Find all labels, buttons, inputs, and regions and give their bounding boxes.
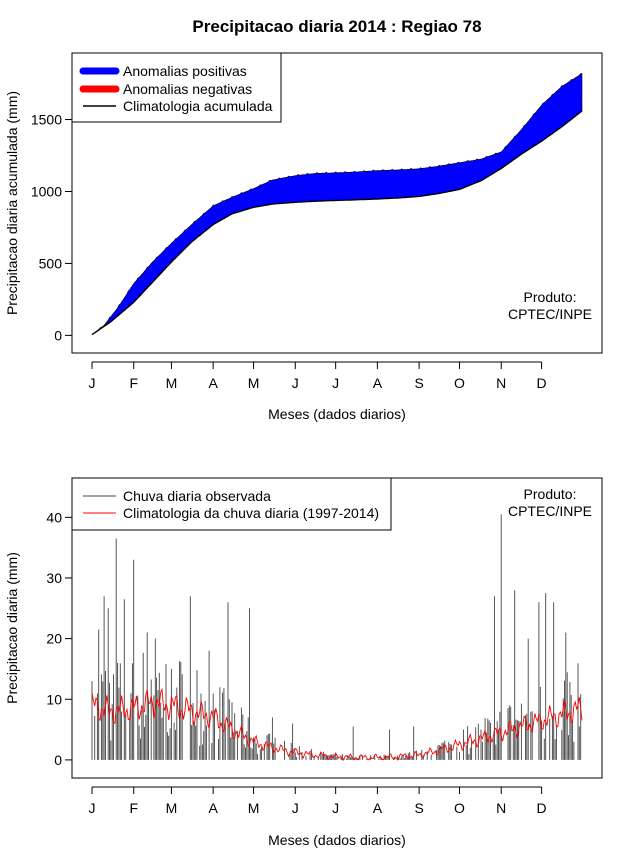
observed-rain-bars <box>91 514 582 760</box>
top-product-source: CPTEC/INPE <box>508 306 592 322</box>
top-plot-frame <box>71 52 603 354</box>
bot-y-tick-label: 30 <box>46 570 62 586</box>
bot-x-tick-label: N <box>496 800 506 816</box>
bot-x-tick-label: S <box>414 800 423 816</box>
bot-y-tick-label: 20 <box>46 631 62 647</box>
top-y-tick-label: 1000 <box>31 183 62 199</box>
top-y-axis: 0 500 1000 1500 <box>31 112 72 343</box>
bottom-product-source: CPTEC/INPE <box>508 503 592 519</box>
daily-chart: 0 10 20 30 40 J F M A M J J A S O N D Meses (dados diar… <box>4 477 603 848</box>
top-x-tick-label: S <box>414 375 423 391</box>
figure-title: Precipitacao diaria 2014 : Regiao 78 <box>192 17 481 36</box>
bot-y-tick-label: 40 <box>46 509 62 525</box>
top-x-tick-label: M <box>248 375 260 391</box>
top-x-tick-label: F <box>129 375 138 391</box>
legend-label-negative: Anomalias negativas <box>123 81 252 97</box>
legend-label-daily-climatology: Climatologia da chuva diaria (1997-2014) <box>123 505 379 521</box>
bottom-y-axis-label: Precipitacao diaria (mm) <box>4 552 20 704</box>
top-product-label: Produto: <box>524 289 577 305</box>
bottom-x-axis-label: Meses (dados diarios) <box>268 832 406 848</box>
top-x-axis-label: Meses (dados diarios) <box>268 406 406 422</box>
bot-y-tick-label: 0 <box>54 752 62 768</box>
bot-x-tick-label: M <box>248 800 260 816</box>
top-y-tick-label: 1500 <box>31 112 62 128</box>
top-x-tick-label: J <box>292 375 299 391</box>
bot-x-tick-label: D <box>537 800 547 816</box>
top-x-tick-label: D <box>537 375 547 391</box>
daily-climatology-line <box>91 687 583 761</box>
bottom-y-axis: 0 10 20 30 40 <box>46 509 72 768</box>
top-x-tick-label: A <box>373 375 383 391</box>
top-x-tick-label: N <box>496 375 506 391</box>
legend-label-positive: Anomalias positivas <box>123 63 247 79</box>
bottom-legend: Chuva diaria observada Climatologia da c… <box>71 477 392 531</box>
bot-y-tick-label: 10 <box>46 691 62 707</box>
bot-x-tick-label: J <box>89 800 96 816</box>
accumulated-chart: 0 500 1000 1500 J F M A M J J A S O N D Meses (dados d… <box>4 52 603 422</box>
top-y-tick-label: 500 <box>39 255 63 271</box>
bot-x-tick-label: A <box>208 800 218 816</box>
top-x-tick-label: A <box>208 375 218 391</box>
bot-x-tick-label: J <box>332 800 339 816</box>
bot-x-tick-label: M <box>166 800 178 816</box>
top-y-tick-label: 0 <box>54 327 62 343</box>
climatology-accumulated-line <box>91 110 583 336</box>
bot-x-tick-label: A <box>373 800 383 816</box>
bottom-legend-box <box>71 477 392 531</box>
top-legend: Anomalias positivas Anomalias negativas … <box>71 52 282 123</box>
top-y-axis-label: Precipitacao diaria acumulada (mm) <box>4 91 20 315</box>
top-x-tick-label: J <box>332 375 339 391</box>
bottom-product-label: Produto: <box>524 486 577 502</box>
bot-x-tick-label: F <box>129 800 138 816</box>
legend-label-climatology: Climatologia acumulada <box>123 98 273 114</box>
bot-x-tick-label: O <box>454 800 465 816</box>
legend-label-observed: Chuva diaria observada <box>123 488 271 504</box>
top-x-tick-label: J <box>89 375 96 391</box>
bot-x-tick-label: J <box>292 800 299 816</box>
top-x-tick-label: M <box>166 375 178 391</box>
top-x-tick-label: O <box>454 375 465 391</box>
